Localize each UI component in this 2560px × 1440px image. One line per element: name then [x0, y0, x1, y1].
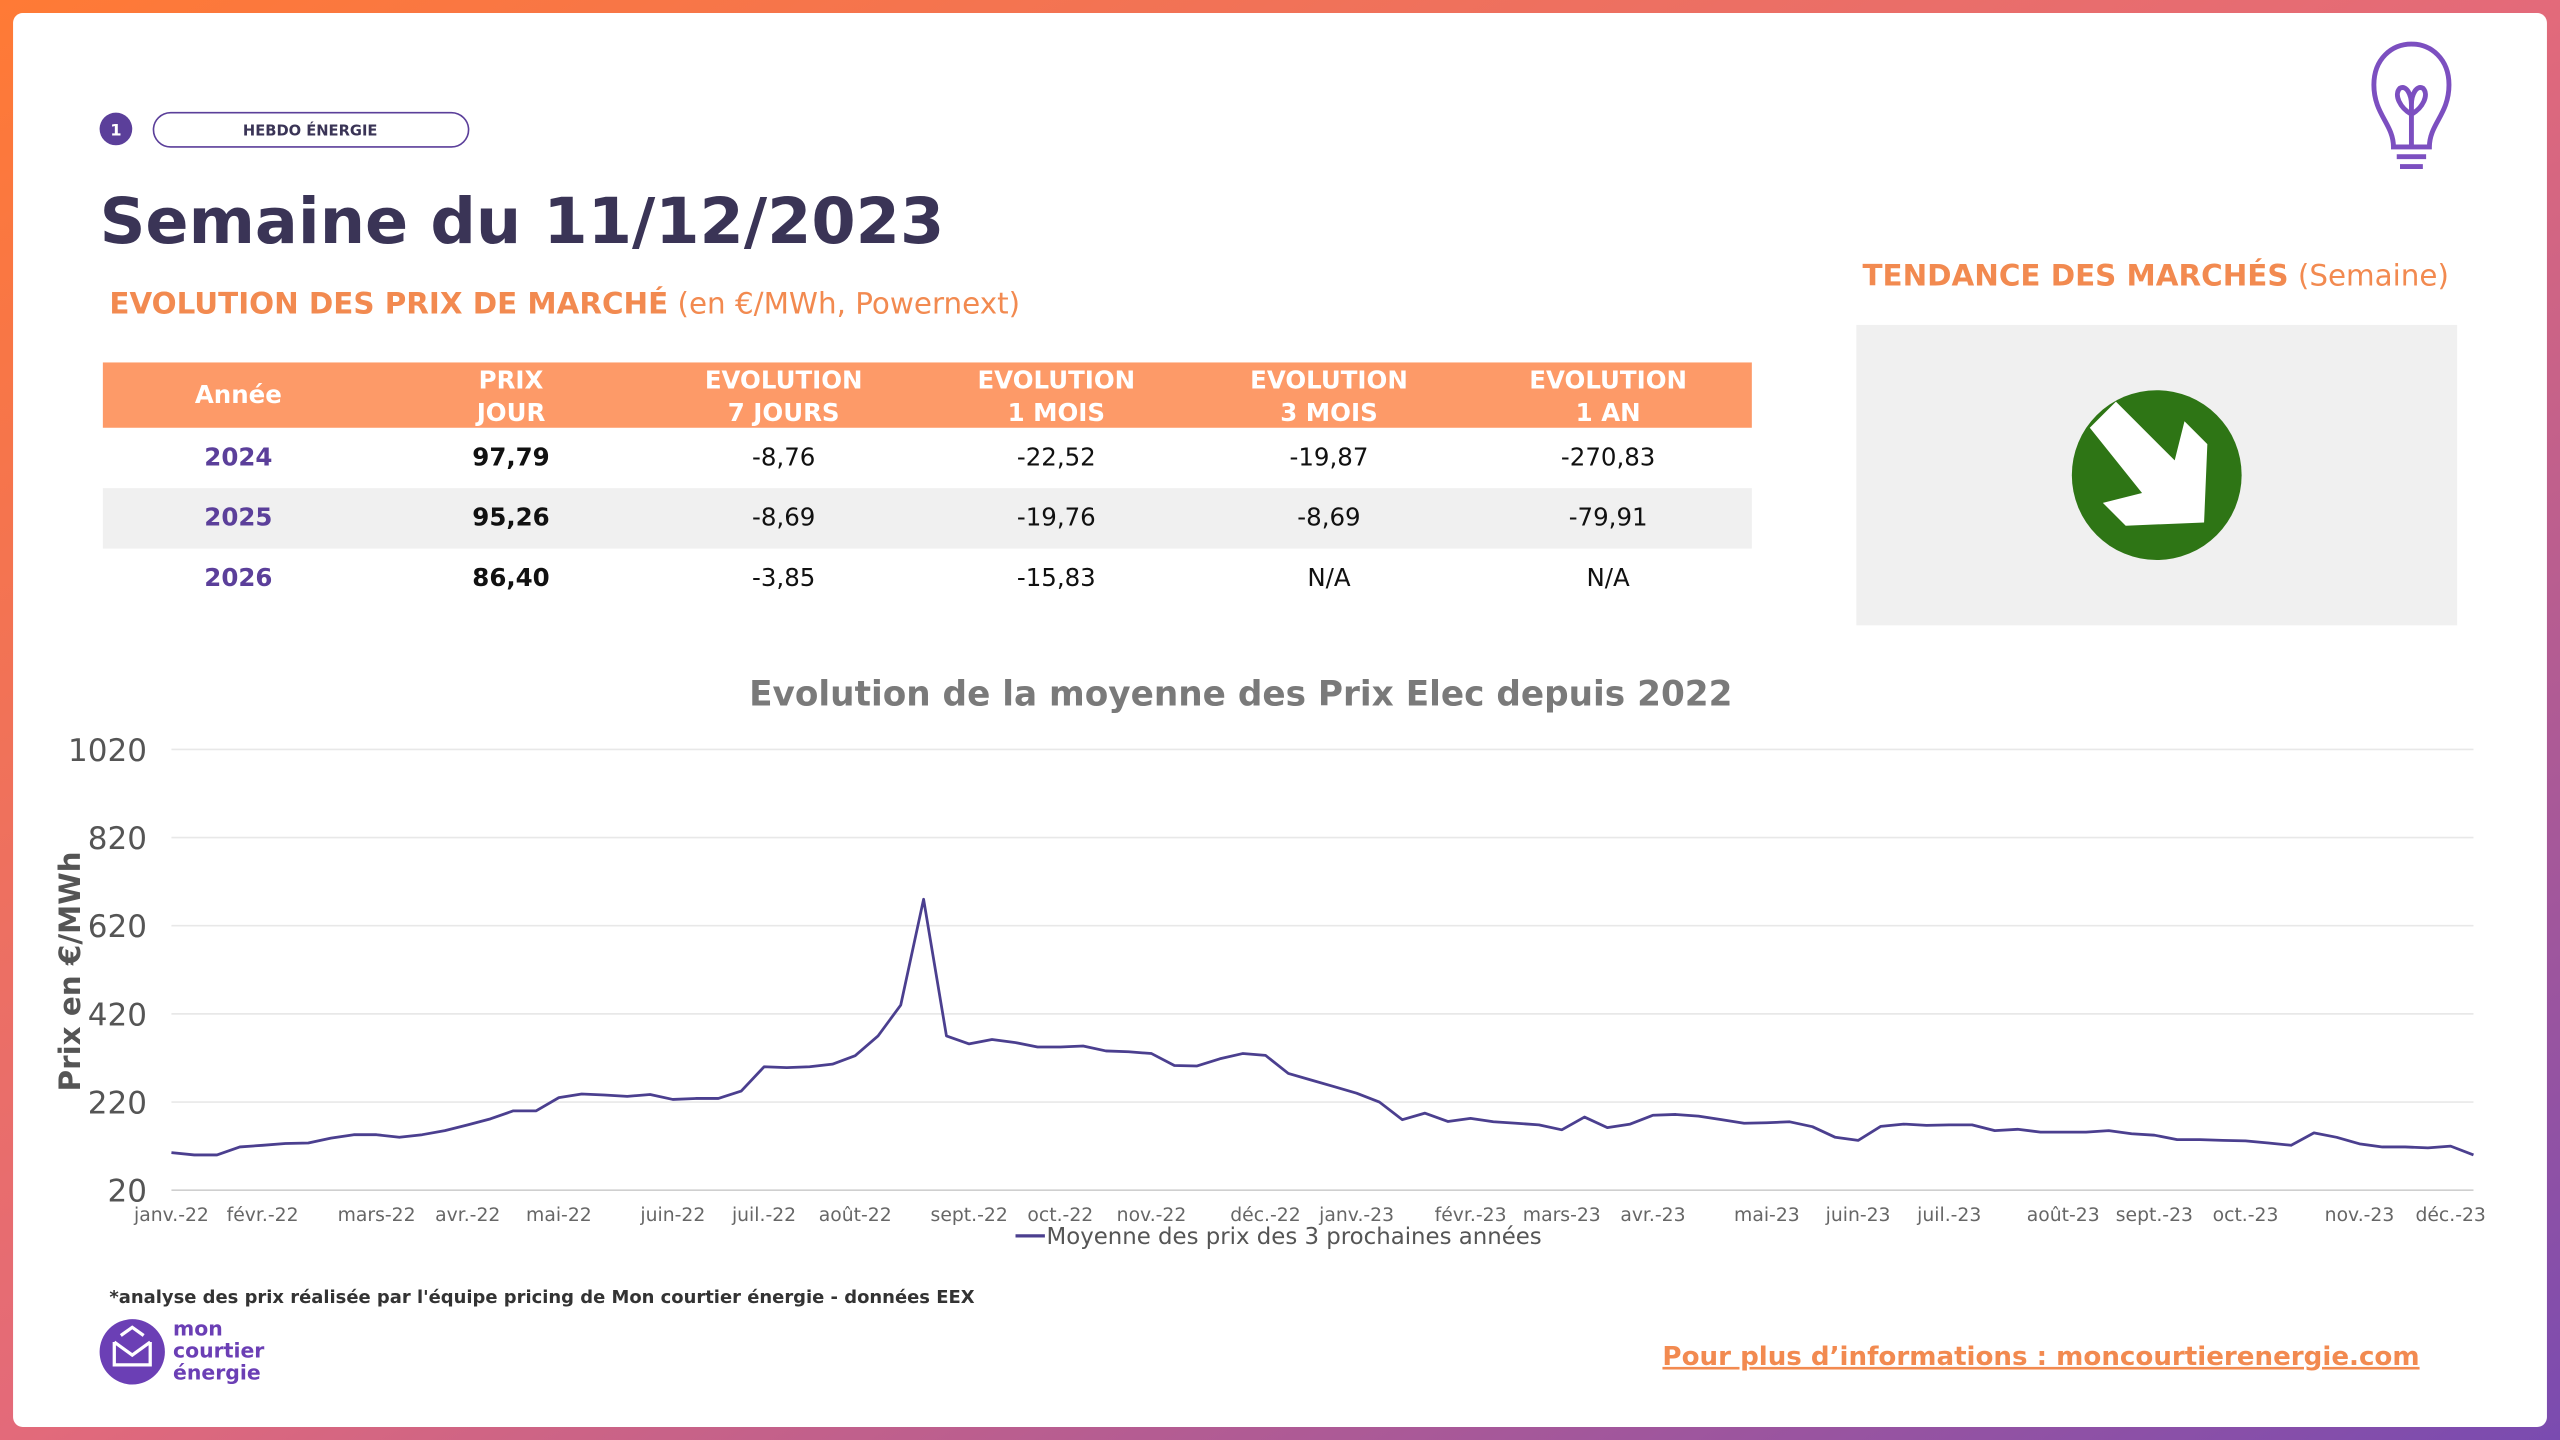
logo-line: énergie: [173, 1361, 261, 1385]
x-tick-label: déc.-23: [2415, 1205, 2485, 1226]
x-tick-label: sept.-22: [931, 1205, 1008, 1226]
x-tick-label: avr.-22: [435, 1205, 500, 1226]
footnote: *analyse des prix réalisée par l'équipe …: [109, 1287, 974, 1308]
y-axis-label: Prix en €/MWh: [53, 851, 87, 1091]
column-header: EVOLUTION: [977, 366, 1135, 395]
cell: N/A: [1307, 563, 1351, 592]
y-tick-label: 820: [88, 821, 147, 857]
column-header: 1 MOIS: [1008, 398, 1105, 427]
cell: N/A: [1587, 563, 1631, 592]
cell: 95,26: [472, 503, 549, 532]
column-header: EVOLUTION: [1529, 366, 1687, 395]
column-header: Année: [195, 380, 282, 409]
prices-title: EVOLUTION DES PRIX DE MARCHÉ (en €/MWh, …: [109, 285, 1020, 320]
x-tick-label: nov.-22: [1117, 1205, 1187, 1226]
badge-label: HEBDO ÉNERGIE: [243, 122, 378, 140]
x-tick-label: févr.-23: [1435, 1205, 1507, 1226]
column-header: EVOLUTION: [1250, 366, 1408, 395]
y-tick-label: 20: [107, 1174, 146, 1210]
prices-unit: (en €/MWh, Powernext): [668, 286, 1020, 320]
cell: -8,76: [752, 442, 815, 471]
info-link[interactable]: Pour plus d’informations : moncourtieren…: [1662, 1342, 2419, 1372]
column-header: JOUR: [475, 398, 546, 427]
cell: -22,52: [1017, 442, 1096, 471]
trend-title-main: TENDANCE DES MARCHÉS: [1862, 258, 2288, 293]
x-tick-label: juin-22: [639, 1205, 705, 1226]
page-title: Semaine du 11/12/2023: [100, 185, 945, 259]
logo-line: mon: [173, 1317, 223, 1341]
cell: -270,83: [1561, 442, 1655, 471]
badge-number: 1: [110, 121, 121, 140]
cell: -15,83: [1017, 563, 1096, 592]
x-tick-label: août-23: [2027, 1205, 2100, 1226]
x-tick-label: déc.-22: [1230, 1205, 1300, 1226]
data-line: [171, 897, 2474, 1157]
trend-arrow: [2089, 401, 2208, 526]
y-tick-label: 420: [88, 997, 147, 1033]
legend-label: Moyenne des prix des 3 prochaines années: [1047, 1224, 1542, 1250]
row-year: 2025: [204, 503, 272, 532]
x-tick-label: janv.-22: [133, 1205, 209, 1226]
column-header: 1 AN: [1576, 398, 1641, 427]
x-tick-label: juin-23: [1825, 1205, 1891, 1226]
price-table: Année PRIX JOUR EVOLUTION 7 JOURS EVOLUTION 1 …: [102, 362, 1752, 592]
x-tick-label: oct.-23: [2213, 1205, 2279, 1226]
row-year: 2026: [204, 563, 272, 592]
y-tick-label: 220: [88, 1085, 147, 1121]
bulb-icon: [2371, 41, 2452, 169]
logo-glyph: [112, 1325, 152, 1367]
cell: -19,76: [1017, 503, 1096, 532]
x-tick-label: févr.-22: [227, 1205, 299, 1226]
x-tick-label: oct.-22: [1027, 1205, 1093, 1226]
x-tick-label: sept.-23: [2116, 1205, 2193, 1226]
x-tick-label: mai-23: [1734, 1205, 1800, 1226]
x-tick-label: juil.-22: [731, 1205, 796, 1226]
cell: 86,40: [472, 563, 549, 592]
prices-title-main: EVOLUTION DES PRIX DE MARCHÉ: [109, 285, 668, 320]
y-tick-label: 1020: [68, 733, 147, 769]
column-header: 3 MOIS: [1280, 398, 1377, 427]
cell: -3,85: [752, 563, 815, 592]
x-tick-label: mars-22: [338, 1205, 416, 1226]
x-tick-label: janv.-23: [1318, 1205, 1394, 1226]
trend-title: TENDANCE DES MARCHÉS (Semaine): [1862, 258, 2448, 293]
trend-period: (Semaine): [2289, 259, 2449, 293]
column-header: EVOLUTION: [705, 366, 863, 395]
cell: -8,69: [752, 503, 815, 532]
x-tick-label: avr.-23: [1620, 1205, 1685, 1226]
logo-mark: [99, 1319, 165, 1385]
chart-title: Evolution de la moyenne des Prix Elec de…: [749, 674, 1732, 714]
x-tick-label: août-22: [819, 1205, 892, 1226]
column-header: PRIX: [479, 366, 544, 395]
x-tick-label: juil.-23: [1916, 1205, 1981, 1226]
cell: -8,69: [1297, 503, 1360, 532]
x-tick-label: mars-23: [1523, 1205, 1601, 1226]
cell: -19,87: [1290, 442, 1369, 471]
x-tick-label: mai-22: [526, 1205, 592, 1226]
cell: -79,91: [1569, 503, 1648, 532]
badge-pill: [152, 111, 470, 148]
cell: 97,79: [472, 442, 549, 471]
chart: Evolution de la moyenne des Prix Elec de…: [53, 674, 2486, 1250]
logo-line: courtier: [173, 1339, 264, 1363]
y-tick-label: 620: [88, 909, 147, 945]
x-tick-label: nov.-23: [2325, 1205, 2395, 1226]
column-header: 7 JOURS: [728, 398, 840, 427]
row-band: [102, 488, 1752, 549]
badge-circle: [99, 112, 133, 146]
row-year: 2024: [204, 442, 272, 471]
table-header: [102, 362, 1752, 428]
